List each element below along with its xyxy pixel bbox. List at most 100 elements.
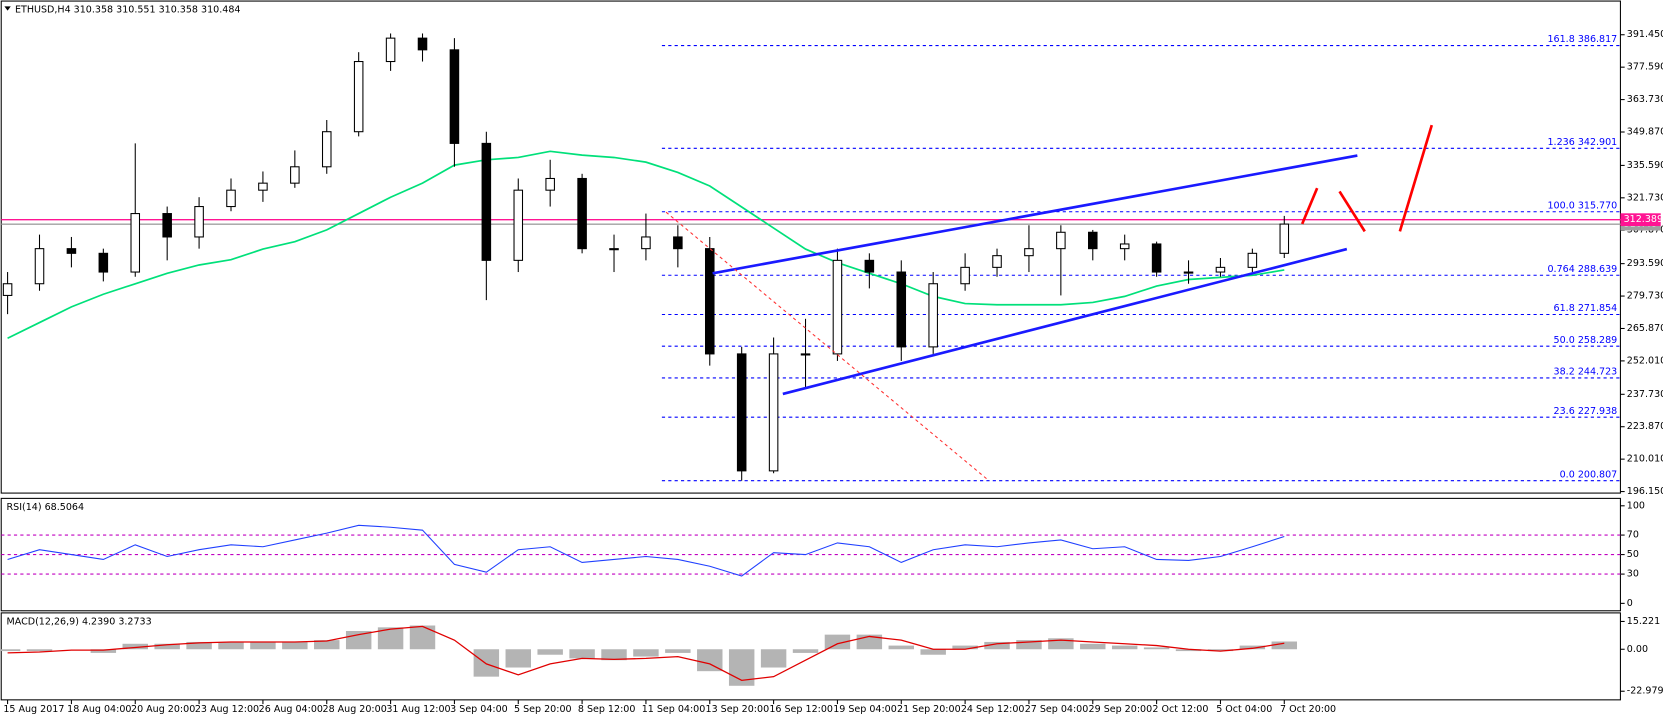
x-tick-label: 27 Sep 04:00	[1025, 704, 1089, 715]
fib-value: 342.901	[1578, 136, 1617, 147]
fib-label: 1.236 342.901	[1547, 136, 1617, 147]
y-tick-label: 196.150	[1627, 486, 1663, 497]
candle-body	[258, 182, 268, 191]
macd-bar	[824, 634, 851, 650]
candle-body	[34, 248, 45, 285]
candle-body	[864, 259, 875, 273]
y-tick-label: 223.870	[1627, 421, 1663, 432]
y-tick-label: 293.590	[1627, 258, 1663, 269]
fib-name: 161.8	[1547, 34, 1574, 45]
fib-value: 271.854	[1578, 303, 1617, 314]
macd-bar	[122, 643, 148, 650]
trend-line	[1338, 190, 1366, 233]
candle-body	[1279, 223, 1290, 254]
y-tick-label: 265.870	[1627, 323, 1663, 334]
candle-body	[960, 266, 970, 285]
x-tick-label: 11 Sep 04:00	[642, 704, 706, 715]
ohlc-value: 310.484	[201, 4, 240, 15]
candle-body	[1183, 271, 1194, 274]
y-tick-label: 50	[1627, 549, 1639, 560]
macd-bar	[1016, 640, 1042, 650]
rsi-line	[7, 524, 1285, 577]
macd-bar	[314, 640, 340, 650]
candle-body	[545, 177, 555, 191]
candle-body	[1247, 252, 1258, 268]
x-tick-label: 29 Sep 20:00	[1089, 704, 1153, 715]
candle-body	[609, 248, 619, 251]
signal-line	[7, 625, 1285, 681]
y-tick-label: 237.730	[1627, 389, 1663, 400]
x-tick-label: 16 Sep 12:00	[769, 704, 833, 715]
macd-bar	[90, 649, 117, 653]
candle-body	[98, 252, 109, 273]
x-tick-label: 23 Aug 12:00	[195, 704, 259, 715]
indicator-value: 4.2390	[82, 616, 115, 627]
macd-bar	[888, 645, 914, 650]
candle-body	[768, 353, 779, 472]
candle-body	[321, 131, 332, 168]
candle-body	[162, 213, 172, 238]
fib-value: 227.938	[1578, 405, 1617, 416]
candle-body	[417, 37, 428, 51]
fib-label: 61.8 271.854	[1554, 303, 1618, 314]
price-tag-label: 312.389	[1624, 214, 1663, 225]
fib-name: 0.0	[1560, 469, 1575, 480]
trend-line	[712, 154, 1358, 275]
indicator-name: RSI(14)	[7, 501, 42, 512]
fib-name: 1.236	[1547, 136, 1574, 147]
macd-bar	[186, 641, 212, 650]
macd-bar	[601, 649, 627, 661]
ohlc-value: 310.551	[116, 4, 155, 15]
macd-bar	[920, 649, 946, 655]
macd-bar	[505, 649, 531, 668]
x-tick-label: 5 Sep 20:00	[514, 704, 572, 715]
y-tick-label: 377.590	[1627, 62, 1663, 73]
candle-body	[1056, 231, 1066, 250]
candle-body	[832, 259, 843, 355]
macd-bar	[26, 649, 53, 652]
macd-bar	[0, 649, 21, 652]
candle-body	[577, 177, 587, 250]
macd-bar	[409, 625, 436, 650]
candle-body	[66, 248, 77, 254]
x-tick-label: 31 Aug 12:00	[386, 704, 450, 715]
y-tick-label: -22.979	[1627, 686, 1663, 697]
price-tag	[1620, 213, 1661, 227]
macd-bar	[665, 649, 691, 653]
candle-body	[290, 166, 300, 184]
macd-bar	[792, 649, 819, 653]
indicator-value: 3.2733	[118, 616, 151, 627]
x-tick-label: 26 Aug 04:00	[259, 704, 323, 715]
x-tick-label: 8 Sep 12:00	[578, 704, 636, 715]
y-tick-label: 321.730	[1627, 192, 1663, 203]
candle-body	[1215, 266, 1226, 273]
macd-bar	[218, 641, 244, 650]
macd-bar	[537, 649, 563, 655]
macd-bar	[1207, 649, 1234, 652]
symbol: ETHUSD,H4	[15, 4, 71, 15]
fib-value: 258.289	[1578, 334, 1617, 345]
fib-value: 244.723	[1578, 366, 1617, 377]
y-tick-label: 363.730	[1627, 94, 1663, 105]
macd-bar	[1111, 645, 1138, 650]
candle-body	[673, 236, 683, 250]
fib-value: 386.817	[1578, 34, 1617, 45]
candle-body	[481, 142, 492, 261]
trend-line	[782, 247, 1348, 396]
x-tick-label: 3 Sep 04:00	[450, 704, 508, 715]
fib-value: 200.807	[1578, 469, 1617, 480]
candle-body	[1151, 243, 1162, 273]
x-tick-label: 19 Sep 04:00	[833, 704, 897, 715]
macd-bar	[154, 643, 180, 650]
x-tick-label: 7 Oct 20:00	[1280, 704, 1336, 715]
y-tick-label: 252.010	[1627, 355, 1663, 366]
macd-bar	[1048, 638, 1074, 650]
candle-body	[736, 353, 747, 472]
fib-name: 23.6	[1554, 405, 1575, 416]
macd-bar	[1271, 641, 1298, 650]
candle-body	[704, 248, 715, 355]
candle-body	[992, 255, 1002, 268]
y-tick-label: 30	[1627, 569, 1639, 580]
